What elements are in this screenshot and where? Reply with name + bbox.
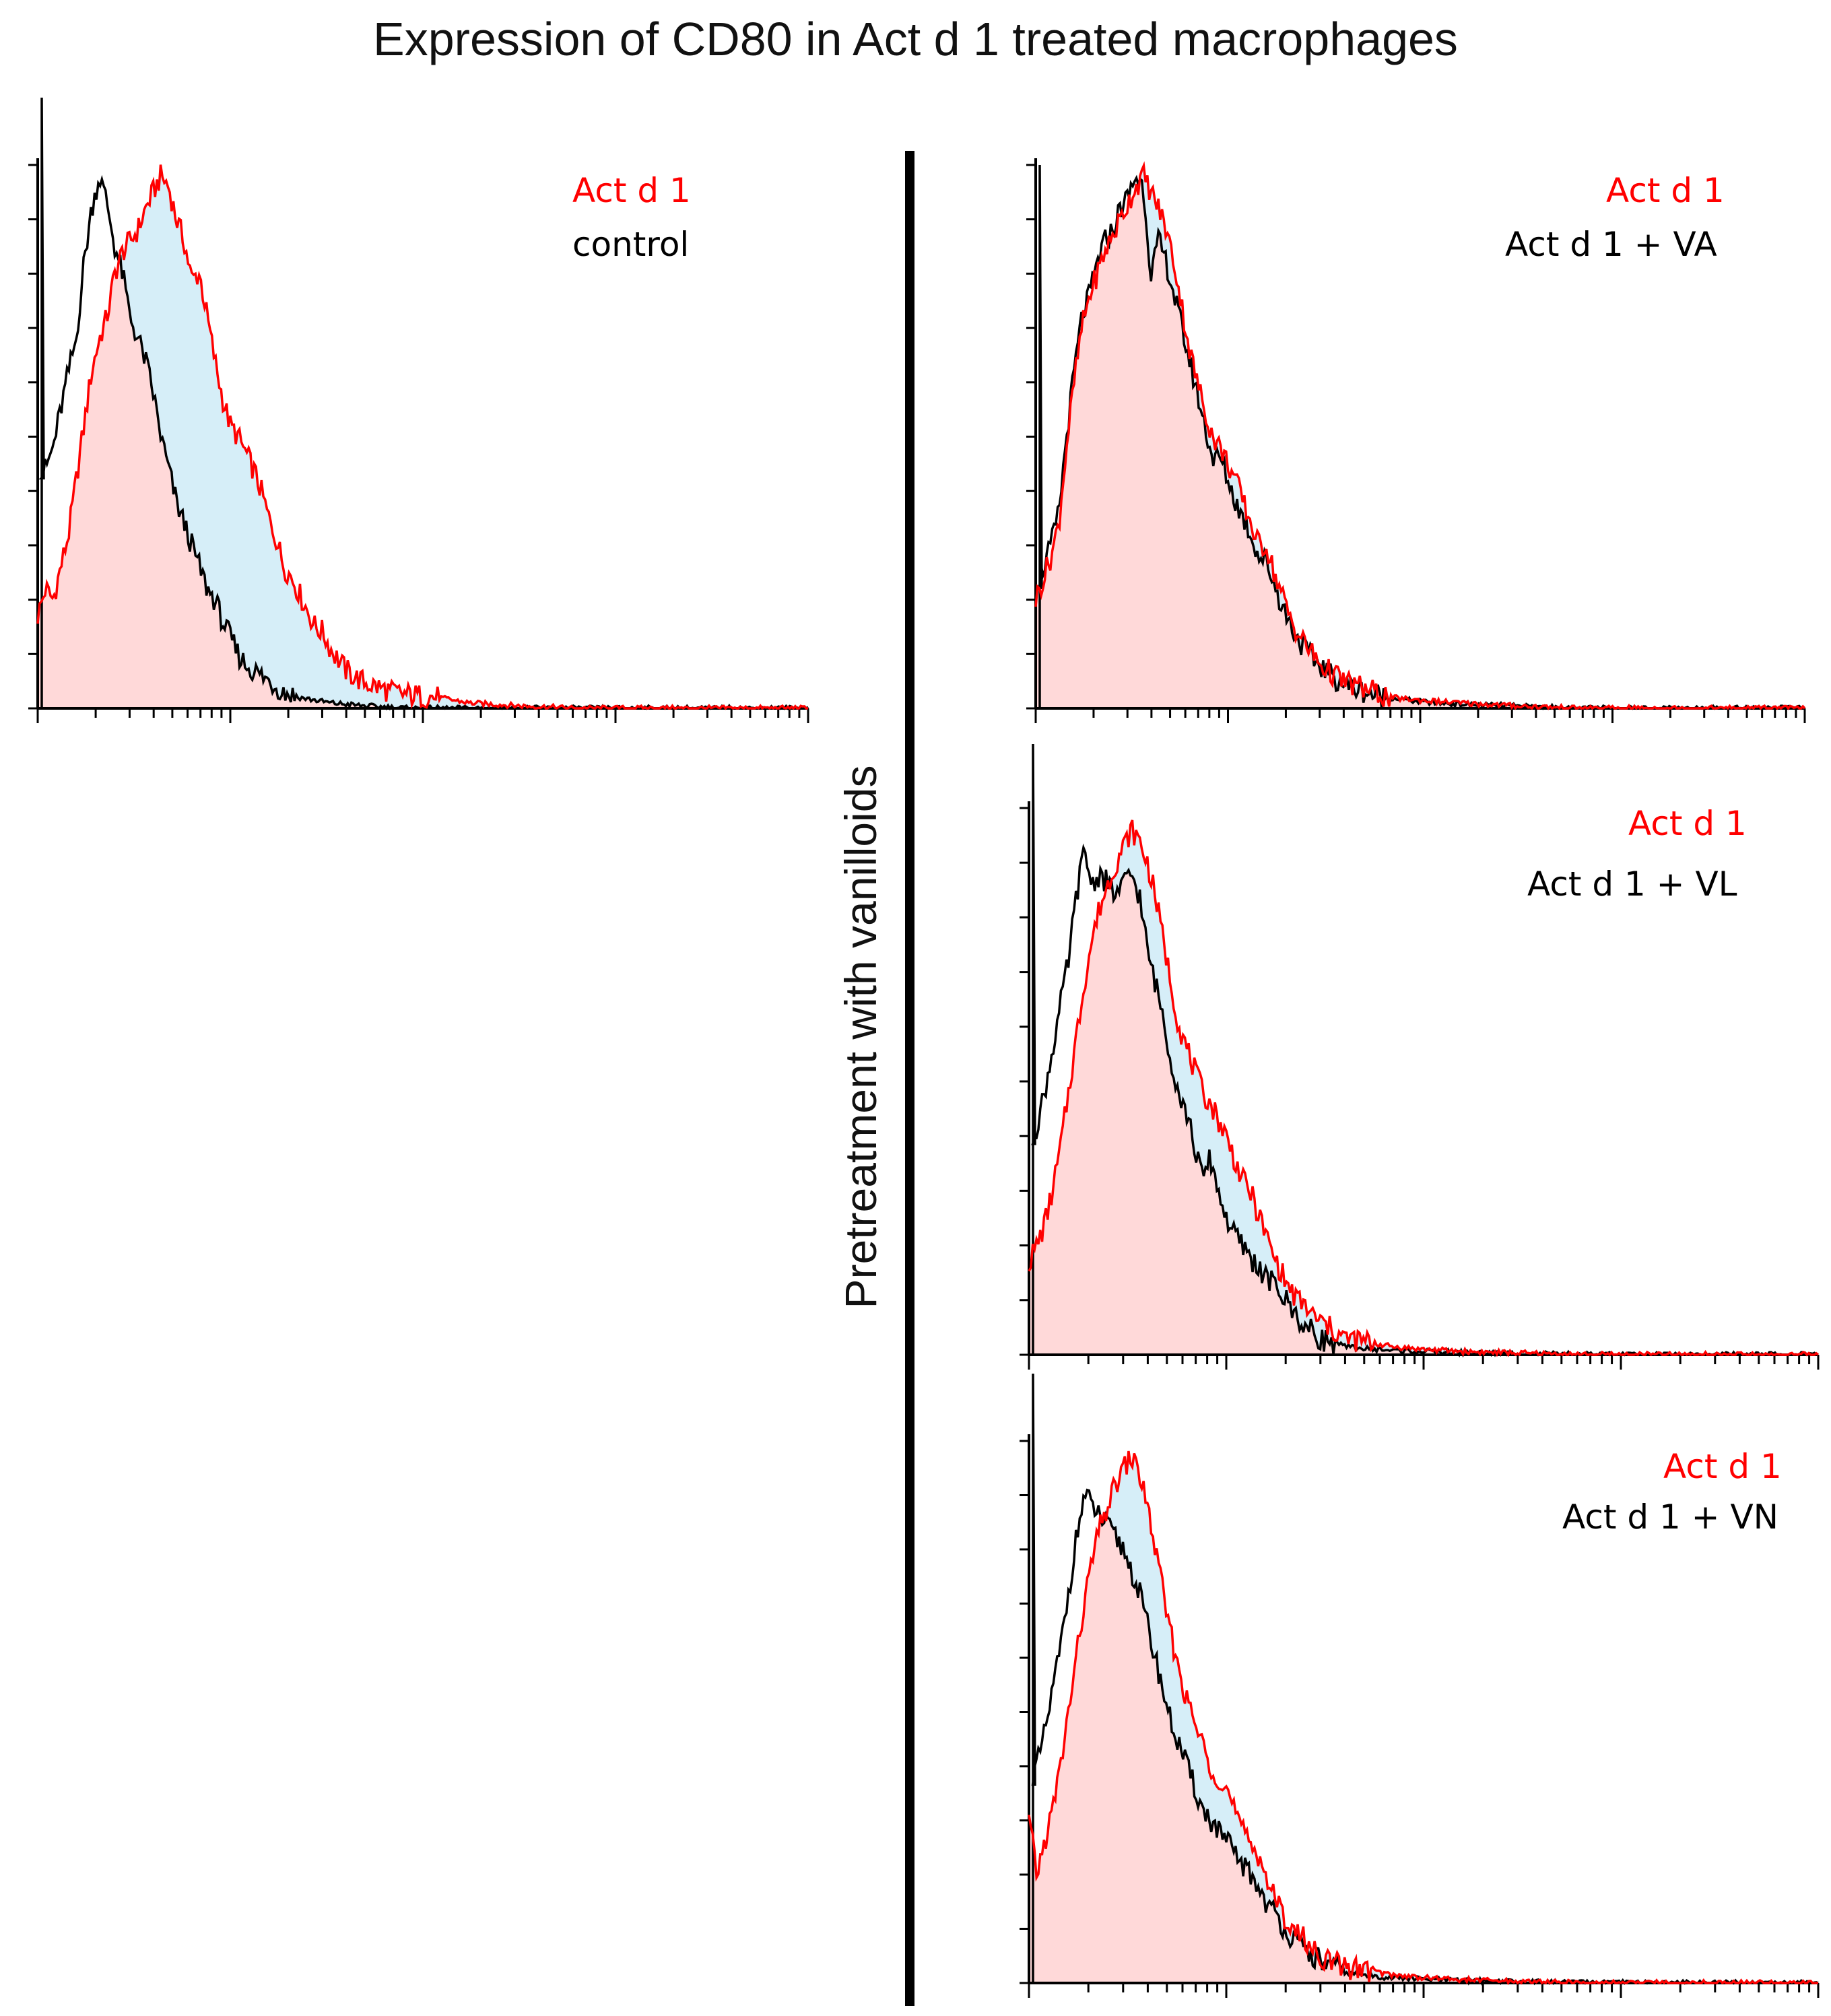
overlap-fill-area [38,255,808,708]
figure-title: Expression of CD80 in Act d 1 treated ma… [373,13,1458,65]
histogram-panel-VL: Act d 1 Act d 1 + VL [1020,743,1820,1370]
series-line-act-d-1 [1034,161,1806,710]
legend-entry-black: Act d 1 + VA [1505,225,1717,264]
legend-entry-black: Act d 1 + VN [1562,1498,1778,1537]
legend-entry-red: Act d 1 [1606,171,1725,210]
legend-entry-red: Act d 1 [572,171,691,210]
overlap-fill-area [1036,178,1805,708]
legend-entry-black: Act d 1 + VL [1527,865,1737,904]
histogram-panel-control: Act d 1 control [28,97,809,723]
overlap-fill-area [1029,870,1818,1355]
separator-bar [905,151,914,2006]
histogram-panel-VA: Act d 1 Act d 1 + VA [1026,158,1806,723]
series-line-act-d-1 [36,164,808,710]
legend-entry-red: Act d 1 [1663,1447,1782,1486]
histogram-panel-VN: Act d 1 Act d 1 + VN [1020,1373,1820,1998]
series-line-act-d-1 [1028,819,1820,1357]
overlap-fill-area [1029,1516,1818,1983]
series-line-act-d-1 [1028,1450,1818,1986]
legend-entry-red: Act d 1 [1628,804,1747,843]
difference-fill-area [38,164,808,709]
legend-entry-black: control [572,225,689,264]
